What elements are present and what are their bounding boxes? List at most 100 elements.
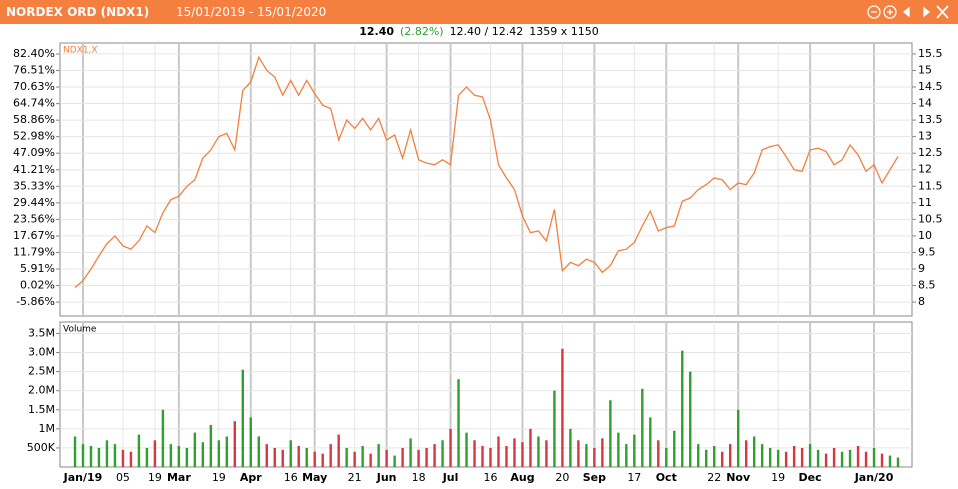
y2-tick-label: 52.98% xyxy=(13,130,55,143)
volume-bar xyxy=(113,444,117,467)
volume-bar xyxy=(577,440,580,467)
x-tick-label: 21 xyxy=(348,471,362,484)
quote-line: 12.40 (2.82%) 12.40 / 12.42 1359 x 1150 xyxy=(0,25,958,38)
legend: Volume xyxy=(63,325,97,335)
volume-bar xyxy=(856,446,860,467)
volume-bar xyxy=(697,444,700,467)
volume-bar xyxy=(617,432,620,467)
y2-tick-label: 29.44% xyxy=(13,196,55,209)
volume-bar xyxy=(681,350,684,467)
y-tick-label: 10 xyxy=(918,229,932,242)
x-tick-label: Sep xyxy=(583,471,606,484)
volume-bar xyxy=(457,379,460,467)
x-tick-label: 16 xyxy=(284,471,298,484)
volume-bar xyxy=(609,400,612,467)
bid-ask: 12.40 / 12.42 xyxy=(449,25,524,38)
volume-bar xyxy=(201,442,205,467)
volume-bar xyxy=(305,447,308,467)
volume-bar xyxy=(649,417,652,467)
x-tick-label: 16 xyxy=(483,471,497,484)
volume-bar xyxy=(840,451,844,467)
volume-bar xyxy=(193,432,197,467)
x-tick-label: 05 xyxy=(116,471,130,484)
prev[interactable] xyxy=(902,6,910,18)
y-tick-label: 15.5 xyxy=(918,47,943,60)
volume-bar xyxy=(185,447,189,467)
y-tick-label: 3.0M xyxy=(28,346,55,359)
zoom-out[interactable] xyxy=(867,5,881,19)
volume-bar xyxy=(161,409,165,467)
y-tick-label: 14 xyxy=(918,97,932,110)
y2-tick-label: 0.02% xyxy=(20,279,55,292)
volume-bar xyxy=(353,451,356,467)
volume-bar xyxy=(313,451,316,467)
x-tick-label: 20 xyxy=(555,471,569,484)
x-tick-label: Jan/20 xyxy=(854,471,894,484)
volume-bar xyxy=(337,434,340,467)
y-tick-label: 15 xyxy=(918,63,932,76)
volume-bar xyxy=(760,444,764,467)
volume-bar xyxy=(896,457,900,467)
volume-bar xyxy=(489,447,492,467)
volume-bar xyxy=(864,451,868,467)
volume-bar xyxy=(824,453,828,467)
volume-bar xyxy=(145,447,149,467)
volume-bar xyxy=(121,449,125,467)
x-tick-label: Aug xyxy=(510,471,534,484)
volume-bar xyxy=(553,390,556,467)
volume-bar xyxy=(209,425,213,467)
volume-bar xyxy=(449,428,452,467)
volume-bar xyxy=(401,447,404,467)
x-tick-label: Oct xyxy=(656,471,677,484)
volume-bar xyxy=(345,447,348,467)
price-line xyxy=(74,55,899,288)
volume-bar xyxy=(513,438,516,467)
y2-tick-label: 47.09% xyxy=(13,146,55,159)
y-tick-label: 1M xyxy=(39,422,56,435)
y-tick-label: 10.5 xyxy=(918,212,943,225)
x-tick-label: 19 xyxy=(212,471,226,484)
y-tick-label: 8.5 xyxy=(918,279,936,292)
volume-bar xyxy=(417,449,420,467)
volume-bar xyxy=(273,447,276,467)
volume-bar xyxy=(537,436,540,467)
volume-bar xyxy=(736,409,740,467)
volume-bar xyxy=(297,446,300,467)
x-tick-label: Nov xyxy=(726,471,751,484)
volume-bar xyxy=(409,438,412,467)
y2-tick-label: 58.86% xyxy=(13,113,55,126)
volume-bar xyxy=(497,436,500,467)
close[interactable] xyxy=(936,5,949,19)
window-title: NORDEX ORD (NDX1) xyxy=(6,5,150,19)
x-tick-label: Jan/19 xyxy=(63,471,103,484)
volume-bar xyxy=(752,436,756,467)
volume-bar xyxy=(425,447,428,467)
y-tick-label: 11 xyxy=(918,196,932,209)
zoom-in[interactable] xyxy=(883,5,897,19)
y2-tick-label: 70.63% xyxy=(13,80,55,93)
panel xyxy=(59,321,913,468)
volume-bar xyxy=(137,434,141,467)
volume-bar xyxy=(593,447,596,467)
volume-bar xyxy=(665,447,668,467)
volume-bar xyxy=(848,449,852,467)
y2-tick-label: 5.91% xyxy=(20,262,55,275)
volume-bar xyxy=(329,444,332,467)
volume-bar xyxy=(569,428,572,467)
volume-bar xyxy=(657,440,660,467)
y-tick-label: 12.5 xyxy=(918,146,943,159)
volume-bar xyxy=(481,446,484,467)
panel xyxy=(59,42,913,317)
volume-bar xyxy=(433,444,436,467)
volume-bar xyxy=(625,444,628,467)
volume-bar xyxy=(545,440,548,467)
volume-bar xyxy=(73,436,77,467)
y2-tick-label: 41.21% xyxy=(13,163,55,176)
x-tick-label: Mar xyxy=(167,471,191,484)
y-tick-label: 2.5M xyxy=(28,365,55,378)
y-tick-label: 2.0M xyxy=(28,384,55,397)
legend: NDX1,X xyxy=(63,46,98,56)
x-tick-label: Dec xyxy=(799,471,822,484)
next[interactable] xyxy=(923,6,931,18)
volume-bar xyxy=(713,446,716,467)
